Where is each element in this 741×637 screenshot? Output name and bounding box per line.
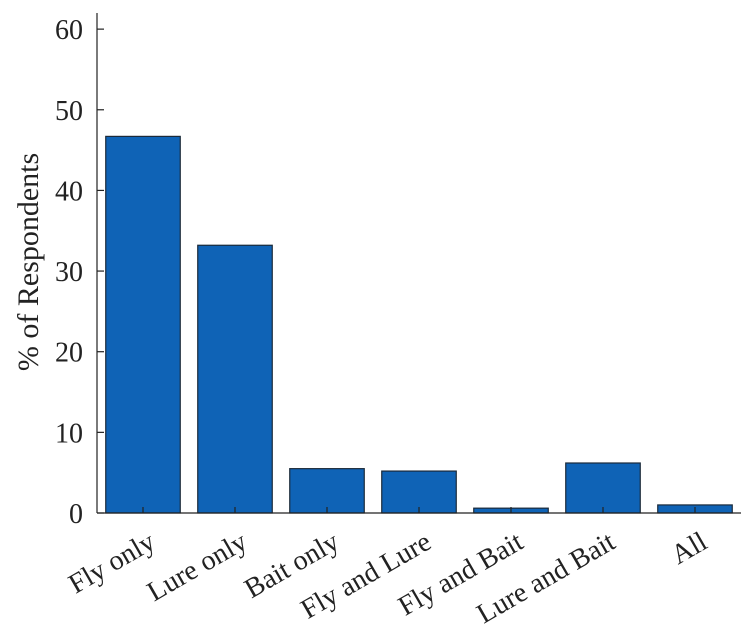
bar [289, 468, 365, 514]
bar [565, 462, 641, 514]
bar [105, 135, 181, 514]
bar [197, 244, 273, 514]
y-tick-label: 20 [55, 338, 83, 369]
y-tick-label: 30 [55, 257, 83, 288]
bars-group [105, 135, 733, 514]
y-tick-label: 10 [55, 418, 83, 449]
y-axis-ticks: 0 10 20 30 40 50 60 [55, 15, 104, 530]
bar [381, 470, 457, 514]
y-axis-title: % of Respondents [12, 153, 45, 371]
y-tick-label: 50 [55, 96, 83, 127]
x-tick-label: Lure only [142, 526, 252, 608]
y-tick-label: 60 [55, 15, 83, 46]
y-tick-label: 40 [55, 176, 83, 207]
x-tick-label: All [666, 526, 713, 571]
y-tick-label: 0 [69, 499, 83, 530]
